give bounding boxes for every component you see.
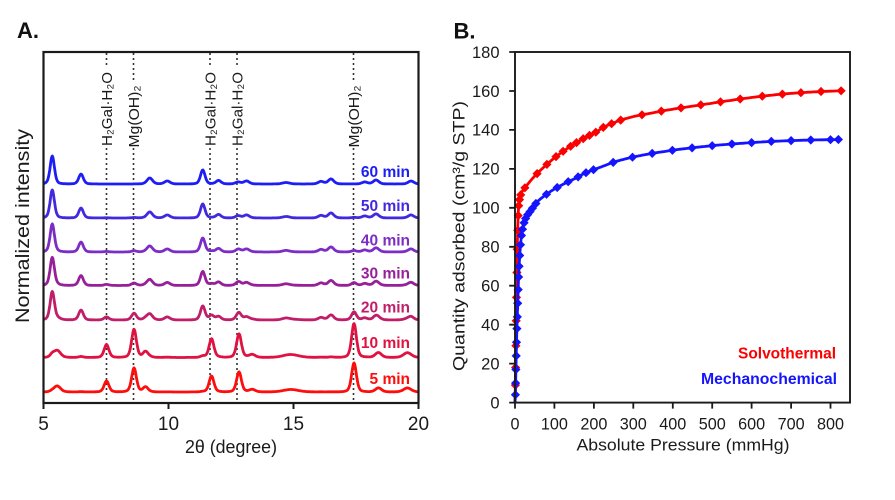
svg-text:Mg(OH)₂: Mg(OH)₂ <box>126 85 143 147</box>
svg-text:700: 700 <box>778 416 805 434</box>
svg-text:300: 300 <box>620 416 647 434</box>
svg-text:200: 200 <box>580 416 607 434</box>
svg-text:20: 20 <box>408 414 429 435</box>
svg-text:5 min: 5 min <box>370 371 410 388</box>
svg-text:80: 80 <box>481 239 499 257</box>
svg-text:60: 60 <box>481 278 499 296</box>
svg-text:600: 600 <box>738 416 765 434</box>
svg-text:500: 500 <box>699 416 726 434</box>
svg-text:B.: B. <box>454 19 476 44</box>
svg-text:160: 160 <box>472 83 500 101</box>
svg-text:40 min: 40 min <box>361 233 410 250</box>
svg-text:A.: A. <box>17 18 39 43</box>
svg-text:20: 20 <box>481 355 499 373</box>
svg-text:400: 400 <box>659 416 686 434</box>
svg-text:Normalized intensity: Normalized intensity <box>13 128 34 323</box>
svg-text:0: 0 <box>490 394 499 412</box>
svg-text:120: 120 <box>472 161 500 179</box>
svg-text:5: 5 <box>38 414 49 435</box>
svg-text:180: 180 <box>472 44 500 62</box>
svg-text:30 min: 30 min <box>361 266 410 283</box>
svg-text:H₂Gal·H₂O: H₂Gal·H₂O <box>99 72 116 146</box>
svg-text:15: 15 <box>283 414 304 435</box>
svg-text:100: 100 <box>541 416 568 434</box>
svg-text:2θ (degree): 2θ (degree) <box>185 436 277 457</box>
svg-text:60 min: 60 min <box>361 164 410 181</box>
svg-text:Absolute Pressure (mmHg): Absolute Pressure (mmHg) <box>577 437 790 455</box>
svg-text:H₂Gal·H₂O: H₂Gal·H₂O <box>229 72 246 146</box>
svg-text:Mg(OH)₂: Mg(OH)₂ <box>346 85 363 147</box>
svg-text:Solvothermal: Solvothermal <box>738 346 836 363</box>
svg-text:800: 800 <box>817 416 844 434</box>
svg-text:Quantity adsorbed (cm³/g STP): Quantity adsorbed (cm³/g STP) <box>451 101 469 371</box>
svg-text:100: 100 <box>472 200 500 218</box>
svg-text:0: 0 <box>510 416 519 434</box>
svg-text:40: 40 <box>481 317 499 335</box>
svg-text:140: 140 <box>472 122 500 140</box>
svg-text:20 min: 20 min <box>361 300 410 317</box>
svg-text:50 min: 50 min <box>361 198 410 215</box>
svg-text:H₂Gal·H₂O: H₂Gal·H₂O <box>202 72 219 146</box>
svg-text:10 min: 10 min <box>361 335 410 352</box>
svg-text:10: 10 <box>158 414 179 435</box>
svg-text:Mechanochemical: Mechanochemical <box>701 371 837 388</box>
